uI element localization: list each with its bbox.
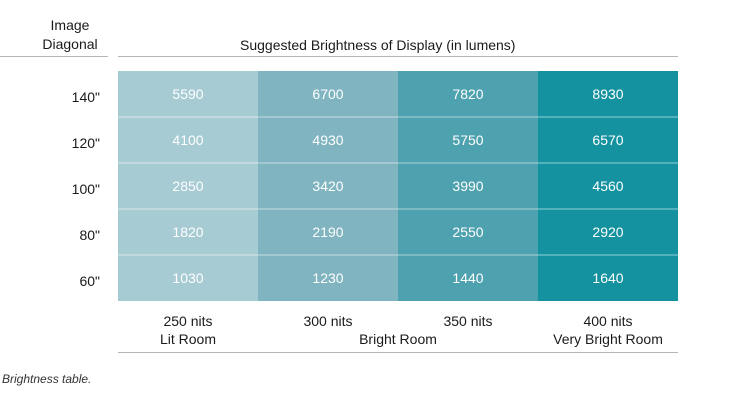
column-band-0: [118, 71, 258, 301]
cell-value: 1820: [172, 224, 203, 240]
cell-value: 8930: [592, 86, 623, 102]
row-label-3: 80": [79, 227, 100, 243]
cell-value: 3990: [452, 178, 483, 194]
row-label-0: 140": [71, 89, 100, 105]
cell-value: 1640: [592, 270, 623, 286]
column-label-3: 400 nits: [583, 313, 633, 329]
column-label-0: 250 nits: [163, 313, 213, 329]
row-header-line2: Diagonal: [42, 36, 98, 52]
cell-value: 1440: [452, 270, 483, 286]
row-header: Image Diagonal: [32, 16, 108, 54]
brightness-grid: 5590 6700 7820 8930 4100 4930 5750 6570 2850 3420…: [118, 71, 678, 301]
row-header-rule: [0, 56, 108, 57]
cell-value: 2190: [312, 224, 343, 240]
column-group-1: Bright Room: [359, 331, 437, 347]
column-footer-3: 400 nits Very Bright Room: [538, 312, 678, 348]
table-title: Suggested Brightness of Display (in lume…: [240, 37, 516, 53]
cell-value: 7820: [452, 86, 483, 102]
column-group-3: Very Bright Room: [553, 331, 663, 347]
cell-value: 2920: [592, 224, 623, 240]
row-label-1: 120": [71, 135, 100, 151]
row-label-2: 100": [71, 181, 100, 197]
cell-value: 1030: [172, 270, 203, 286]
cell-value: 4100: [172, 132, 203, 148]
footer-rule: [118, 352, 678, 353]
row-label-4: 60": [79, 273, 100, 289]
cell-value: 4930: [312, 132, 343, 148]
column-band-3: [538, 71, 678, 301]
cell-value: 3420: [312, 178, 343, 194]
column-label-1: 300 nits: [303, 313, 353, 329]
column-group-0: Lit Room: [159, 331, 217, 347]
cell-value: 5590: [172, 86, 203, 102]
footnote: Brightness table.: [2, 372, 92, 386]
column-label-2: 350 nits: [443, 313, 493, 329]
cell-value: 2550: [452, 224, 483, 240]
row-header-line1: Image: [50, 17, 90, 33]
column-footer-0: 250 nits Lit Room: [118, 312, 258, 348]
cell-value: 4560: [592, 178, 623, 194]
cell-value: 6700: [312, 86, 343, 102]
cell-value: 6570: [592, 132, 623, 148]
column-band-2: [398, 71, 538, 301]
cell-value: 2850: [172, 178, 203, 194]
column-band-1: [258, 71, 398, 301]
column-footer-2: 350 nits: [398, 312, 538, 330]
cell-value: 1230: [312, 270, 343, 286]
title-rule: [118, 56, 678, 57]
column-footer-1: 300 nits: [258, 312, 398, 330]
cell-value: 5750: [452, 132, 483, 148]
